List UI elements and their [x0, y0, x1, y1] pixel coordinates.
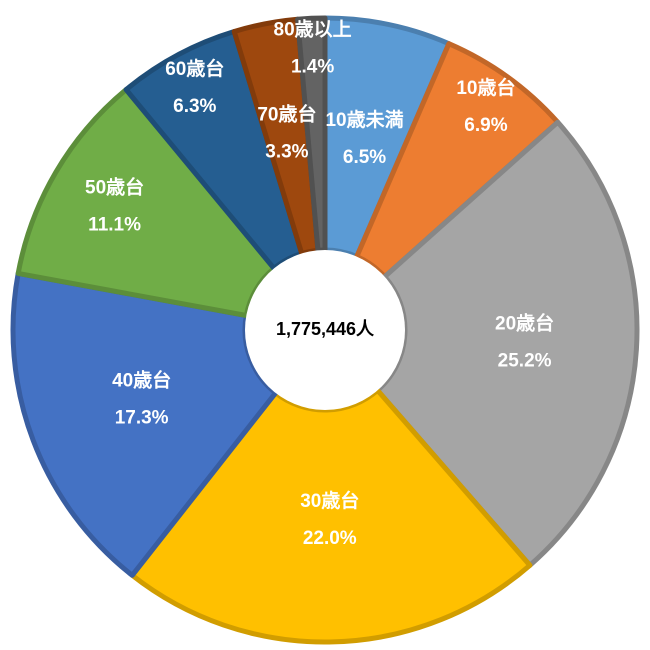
slice-value-label: 17.3% — [115, 407, 169, 428]
slices — [10, 15, 640, 645]
slice-value-label: 22.0% — [303, 528, 357, 549]
slice-category-label: 30歳台 — [300, 489, 359, 512]
donut-hole — [245, 250, 405, 410]
slice-value-label: 6.3% — [173, 96, 216, 117]
slice-category-label: 80歳以上 — [274, 18, 352, 40]
slice-category-label: 70歳台 — [257, 103, 316, 126]
slice-value-label: 1.4% — [291, 56, 334, 77]
slice-category-label: 10歳未満 — [325, 108, 403, 131]
center-label: 1,775,446人 — [276, 319, 375, 339]
slice-category-label: 60歳台 — [165, 57, 224, 80]
slice-value-label: 6.5% — [343, 147, 386, 168]
slice-value-label: 6.9% — [464, 115, 507, 136]
slice-category-label: 40歳台 — [112, 368, 171, 391]
slice-category-label: 20歳台 — [495, 312, 554, 335]
slice-category-label: 50歳台 — [85, 175, 144, 198]
slice-value-label: 3.3% — [265, 142, 308, 163]
slice-value-label: 11.1% — [88, 214, 141, 235]
slice — [10, 270, 279, 578]
slice-category-label: 10歳台 — [456, 76, 515, 99]
slice-value-label: 25.2% — [498, 351, 552, 372]
